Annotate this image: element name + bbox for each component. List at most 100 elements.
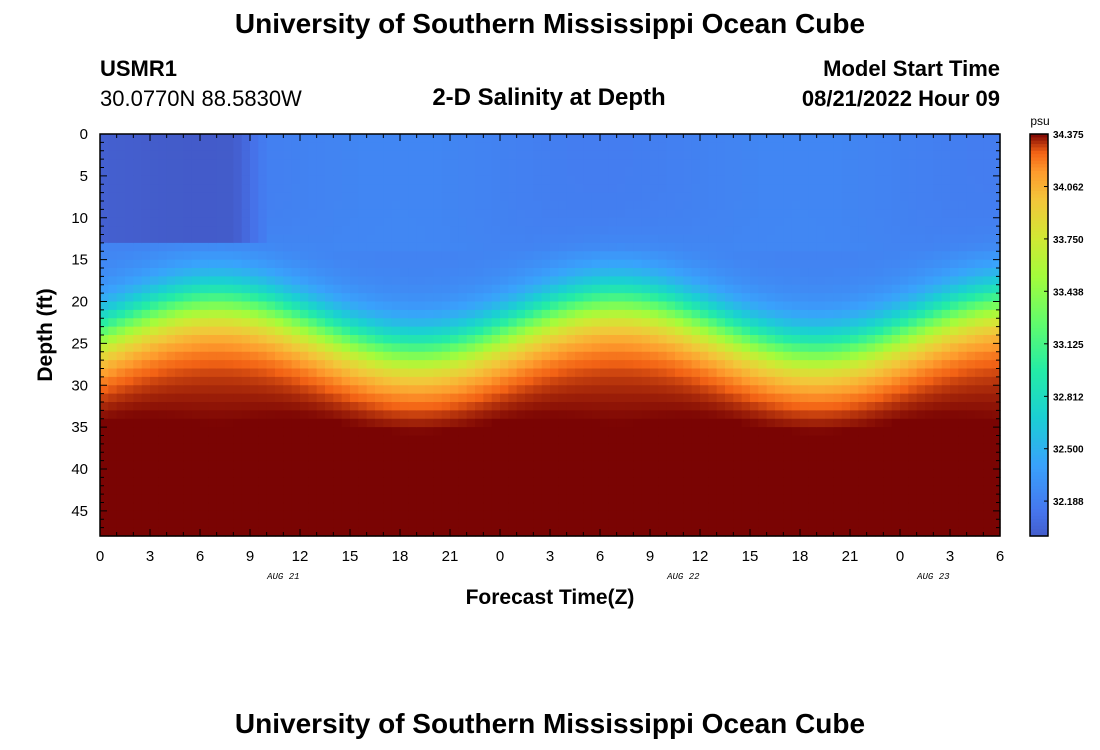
heatmap-cell [491, 276, 501, 286]
heatmap-cell [666, 360, 676, 370]
heatmap-cell [325, 326, 334, 336]
heatmap-cell [916, 452, 926, 462]
heatmap-cell [833, 485, 843, 495]
heatmap-cell [433, 209, 443, 219]
heatmap-cell [833, 335, 843, 344]
heatmap-cell [350, 502, 359, 512]
heatmap-cell [500, 318, 509, 328]
heatmap-cell [341, 452, 351, 462]
heatmap-cell [483, 268, 493, 277]
heatmap-cell [708, 502, 718, 512]
heatmap-cell [250, 159, 259, 169]
heatmap-cell [325, 351, 334, 361]
heatmap-cell [800, 410, 809, 420]
heatmap-cell [183, 402, 193, 411]
heatmap-cell [683, 368, 693, 378]
heatmap-cell [350, 134, 359, 143]
heatmap-cell [208, 268, 218, 277]
heatmap-cell [108, 259, 118, 269]
heatmap-cell [283, 519, 293, 529]
heatmap-cell [233, 251, 243, 261]
heatmap-cell [341, 226, 351, 236]
heatmap-cell [291, 376, 301, 386]
heatmap-cell [141, 134, 151, 143]
heatmap-cell [841, 351, 851, 361]
heatmap-cell [875, 326, 884, 336]
heatmap-cell [350, 477, 359, 487]
heatmap-cell [225, 435, 234, 445]
heatmap-cell [541, 293, 551, 303]
heatmap-cell [341, 268, 351, 277]
heatmap-cell [766, 410, 776, 420]
heatmap-cell [608, 418, 618, 428]
heatmap-cell [358, 402, 368, 411]
heatmap-cell [933, 510, 943, 520]
heatmap-cell [591, 469, 601, 478]
heatmap-cell [758, 360, 768, 370]
heatmap-cell [916, 427, 926, 437]
heatmap-cell [283, 477, 293, 487]
heatmap-cell [300, 201, 309, 210]
heatmap-cell [891, 360, 901, 370]
heatmap-cell [316, 293, 326, 303]
heatmap-cell [366, 159, 376, 169]
heatmap-cell [300, 150, 309, 160]
heatmap-cell [333, 251, 343, 261]
heatmap-cell [125, 217, 134, 227]
heatmap-cell [441, 402, 451, 411]
heatmap-cell [241, 318, 251, 328]
heatmap-cell [116, 485, 126, 495]
heatmap-cell [783, 184, 793, 194]
heatmap-cell [525, 351, 534, 361]
heatmap-cell [575, 276, 584, 286]
heatmap-cell [366, 268, 376, 277]
heatmap-cell [375, 134, 384, 143]
heatmap-cell [583, 318, 593, 328]
heatmap-cell [233, 402, 243, 411]
heatmap-cell [608, 142, 618, 152]
heatmap-cell [183, 217, 193, 227]
heatmap-cell [191, 242, 201, 252]
heatmap-cell [725, 393, 734, 403]
heatmap-cell [208, 150, 218, 160]
heatmap-cell [800, 192, 809, 202]
heatmap-cell [858, 150, 868, 160]
heatmap-cell [641, 443, 651, 453]
heatmap-cell [458, 259, 468, 269]
heatmap-cell [725, 410, 734, 420]
heatmap-cell [800, 494, 809, 504]
heatmap-cell [916, 201, 926, 210]
heatmap-cell [891, 368, 901, 378]
heatmap-cell [316, 251, 326, 261]
heatmap-cell [800, 343, 809, 353]
heatmap-cell [383, 460, 393, 470]
heatmap-cell [250, 494, 259, 504]
heatmap-cell [575, 494, 584, 504]
heatmap-cell [508, 402, 518, 411]
heatmap-cell [891, 251, 901, 261]
heatmap-cell [675, 309, 684, 319]
heatmap-cell [600, 435, 609, 445]
heatmap-cell [583, 268, 593, 277]
heatmap-cell [441, 175, 451, 185]
heatmap-cell [858, 368, 868, 378]
heatmap-cell [816, 385, 826, 395]
heatmap-cell [833, 326, 843, 336]
heatmap-cell [183, 184, 193, 194]
heatmap-cell [241, 293, 251, 303]
heatmap-cell [550, 284, 559, 294]
heatmap-cell [916, 217, 926, 227]
heatmap-cell [808, 251, 818, 261]
heatmap-cell [350, 368, 359, 378]
heatmap-cell [241, 402, 251, 411]
heatmap-cell [550, 276, 559, 286]
heatmap-cell [858, 335, 868, 344]
heatmap-cell [958, 318, 968, 328]
heatmap-cell [508, 142, 518, 152]
heatmap-cell [416, 209, 426, 219]
heatmap-cell [183, 318, 193, 328]
heatmap-cell [566, 510, 576, 520]
heatmap-cell [125, 385, 134, 395]
heatmap-cell [550, 443, 559, 453]
heatmap-cell [825, 502, 834, 512]
